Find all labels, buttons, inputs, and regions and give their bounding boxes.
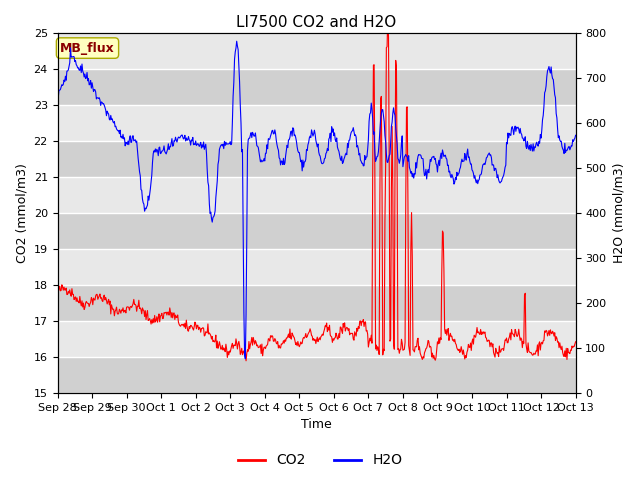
Bar — [58, 249, 575, 285]
Y-axis label: CO2 (mmol/m3): CO2 (mmol/m3) — [15, 163, 28, 263]
Bar — [58, 33, 575, 69]
Y-axis label: H2O (mmol/m3): H2O (mmol/m3) — [612, 163, 625, 263]
Bar — [58, 321, 575, 357]
Bar — [58, 69, 575, 105]
Title: LI7500 CO2 and H2O: LI7500 CO2 and H2O — [236, 15, 397, 30]
Bar — [58, 213, 575, 249]
Bar — [58, 105, 575, 141]
Bar — [58, 357, 575, 393]
Text: MB_flux: MB_flux — [60, 42, 115, 55]
X-axis label: Time: Time — [301, 419, 332, 432]
Bar — [58, 285, 575, 321]
Legend: CO2, H2O: CO2, H2O — [232, 448, 408, 473]
Bar — [58, 141, 575, 177]
Bar — [58, 177, 575, 213]
